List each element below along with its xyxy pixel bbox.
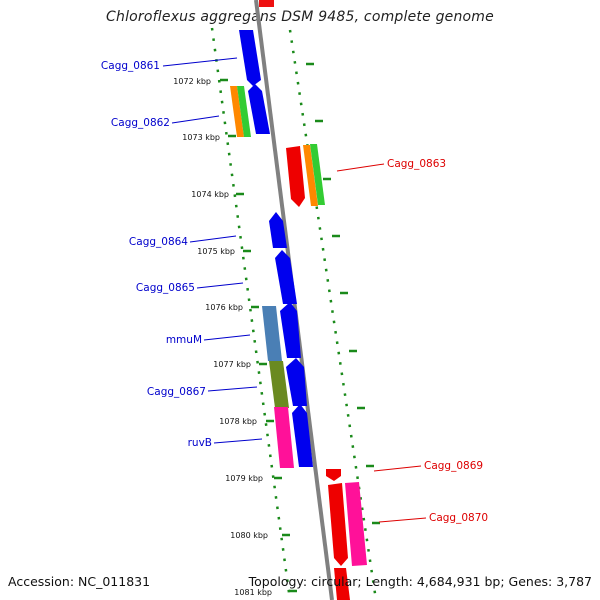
gene-label-cagg-0870[interactable]: Cagg_0870	[429, 512, 488, 524]
gene-label-cagg-0862[interactable]: Cagg_0862	[111, 117, 170, 129]
forward-genes	[230, 30, 313, 468]
gene-label-cagg-0861[interactable]: Cagg_0861	[101, 60, 160, 72]
outer-scale-track	[288, 29, 378, 600]
gene-label-cagg-0865[interactable]: Cagg_0865	[136, 282, 195, 294]
gene-cagg-0867-box	[269, 361, 289, 408]
gene-ruvb-box	[274, 407, 294, 468]
gene-cagg-0869-arrow	[326, 469, 341, 481]
scale-label: 1078 kbp	[219, 417, 257, 426]
gene-cagg-0862-orange	[230, 86, 244, 137]
gene-cagg-0865-arrow	[275, 250, 297, 304]
gene-label-cagg-0867[interactable]: Cagg_0867	[147, 386, 206, 398]
inner-major-ticks	[220, 78, 297, 593]
gene-label-cagg-0863[interactable]: Cagg_0863	[387, 158, 446, 170]
scale-label: 1074 kbp	[191, 190, 229, 199]
forward-gene-labels: Cagg_0861 Cagg_0862 Cagg_0864 Cagg_0865 …	[101, 60, 212, 449]
scale-label: 1080 kbp	[230, 531, 268, 540]
scale-label: 1076 kbp	[205, 303, 243, 312]
scale-label: 1077 kbp	[213, 360, 251, 369]
gene-mmum-box	[262, 306, 282, 361]
map-title: Chloroflexus aggregans DSM 9485, complet…	[106, 9, 494, 25]
gene-label-mmum[interactable]: mmuM	[166, 334, 202, 346]
scale-labels: 1072 kbp 1073 kbp 1074 kbp 1075 kbp 1076…	[173, 77, 272, 597]
scale-label: 1072 kbp	[173, 77, 211, 86]
accession-text: Accession: NC_011831	[8, 574, 151, 589]
gene-cagg-0861-arrow	[239, 30, 261, 86]
scale-label: 1075 kbp	[197, 247, 235, 256]
scale-label: 1081 kbp	[234, 588, 272, 597]
genome-summary-text: Topology: circular; Length: 4,684,931 bp…	[248, 574, 592, 589]
scale-label: 1073 kbp	[182, 133, 220, 142]
reverse-gene-labels: Cagg_0863 Cagg_0869 Cagg_0870	[387, 158, 488, 524]
gene-cagg-0862-green	[237, 86, 251, 137]
gene-cagg-0870-box	[345, 482, 367, 566]
reverse-genes	[286, 144, 367, 600]
scale-label: 1079 kbp	[225, 474, 263, 483]
gene-cagg-0863-orange	[303, 145, 318, 206]
gene-cagg-0870-arrow	[328, 483, 348, 566]
forward-callouts	[162, 57, 263, 444]
gene-label-ruvb[interactable]: ruvB	[188, 437, 212, 449]
gene-cagg-0863-green	[310, 144, 325, 205]
partial-gene-bottom	[334, 568, 350, 600]
outer-major-ticks	[306, 62, 380, 525]
reverse-callouts	[336, 163, 427, 523]
gene-cagg-0862-arrow	[248, 84, 270, 134]
gene-mmum-arrow	[280, 302, 301, 358]
gene-ruvb-arrow	[292, 404, 313, 467]
inner-scale-track	[210, 27, 292, 600]
gene-label-cagg-0864[interactable]: Cagg_0864	[129, 236, 188, 248]
partial-gene-top	[259, 0, 274, 7]
gene-cagg-0867-arrow	[286, 358, 307, 406]
gene-cagg-0863-arrow	[286, 146, 305, 207]
gene-label-cagg-0869[interactable]: Cagg_0869	[424, 460, 483, 472]
gene-cagg-0864-arrow	[269, 212, 287, 248]
